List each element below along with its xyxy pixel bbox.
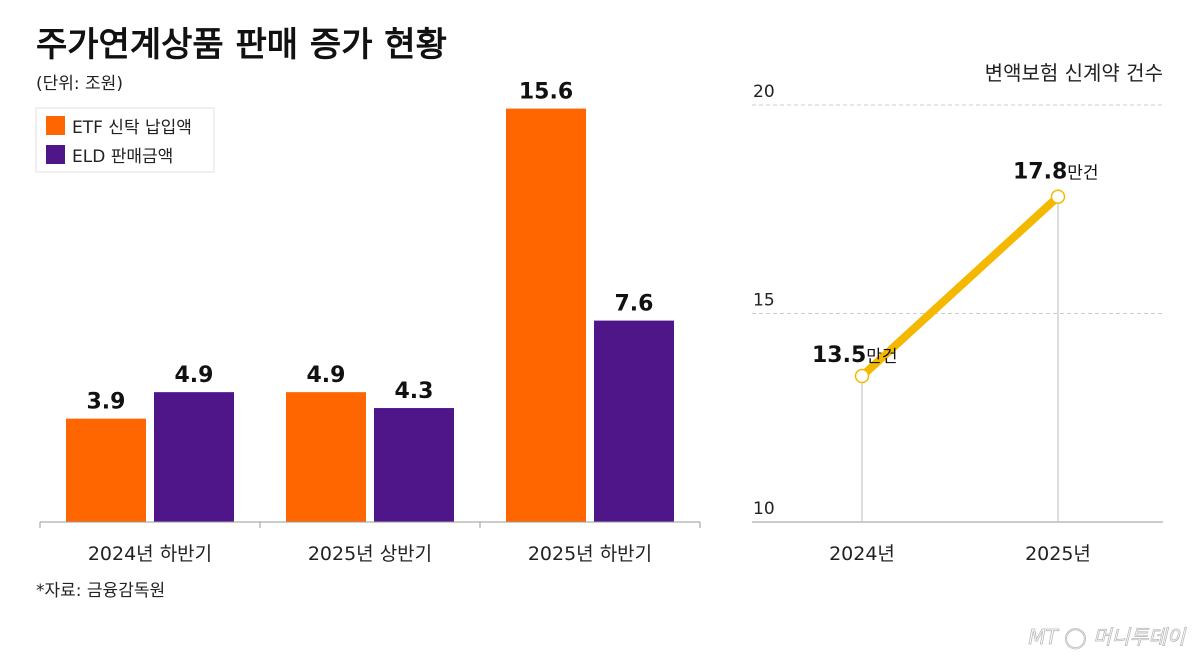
legend-swatch-etf: [46, 116, 65, 135]
x-tick-label: 2025년: [1025, 543, 1091, 565]
bar-eld: [374, 408, 454, 522]
y-tick-label: 15: [753, 291, 775, 311]
bar-chart: 3.9 4.9 4.9 4.3 15.6 7.6: [66, 80, 674, 522]
bar-value-label: 15.6: [519, 80, 573, 105]
bar-etf: [286, 392, 366, 522]
x-tick-label: 2024년: [829, 543, 895, 565]
line-chart: 10 15 20 2024년 2025년 13.5만건 17.8만건: [752, 82, 1163, 565]
logo: MT ◯ 머니투데이: [1028, 625, 1186, 649]
bar-value-label: 7.6: [615, 292, 654, 317]
line-chart-title: 변액보험 신계약 건수: [985, 61, 1163, 85]
x-tick-label: 2025년 상반기: [308, 543, 432, 565]
data-point: [1050, 189, 1066, 204]
chart-title: 주가연계상품 판매 증가 현황: [36, 25, 447, 65]
x-tick-label: 2024년 하반기: [88, 543, 212, 565]
legend-swatch-eld: [46, 145, 65, 164]
unit-label: (단위: 조원): [36, 74, 123, 94]
source-note: *자료: 금융감독원: [36, 581, 165, 601]
legend-label-etf: ETF 신탁 납입액: [72, 118, 192, 138]
bar-etf: [506, 108, 586, 522]
bar-value-label: 3.9: [87, 390, 126, 415]
legend-box: [35, 107, 215, 173]
y-tick-label: 10: [753, 499, 775, 519]
legend-label-eld: ELD 판매금액: [72, 147, 173, 167]
bar-value-label: 4.9: [175, 363, 214, 388]
y-tick-label: 20: [753, 82, 775, 102]
bar-eld: [594, 320, 674, 522]
data-point: [854, 368, 870, 384]
bar-x-ticks: 2024년 하반기 2025년 상반기 2025년 하반기: [39, 522, 701, 565]
bar-eld: [154, 392, 234, 522]
bar-value-label: 4.3: [395, 379, 434, 404]
bar-value-label: 4.9: [307, 363, 346, 388]
legend: ETF 신탁 납입액 ELD 판매금액: [35, 107, 215, 173]
x-tick-label: 2025년 하반기: [528, 543, 652, 565]
series-line: [859, 193, 1061, 380]
point-value-label: 13.5만건: [812, 343, 898, 368]
bar-etf: [66, 418, 146, 522]
point-value-label: 17.8만건: [1013, 160, 1099, 185]
